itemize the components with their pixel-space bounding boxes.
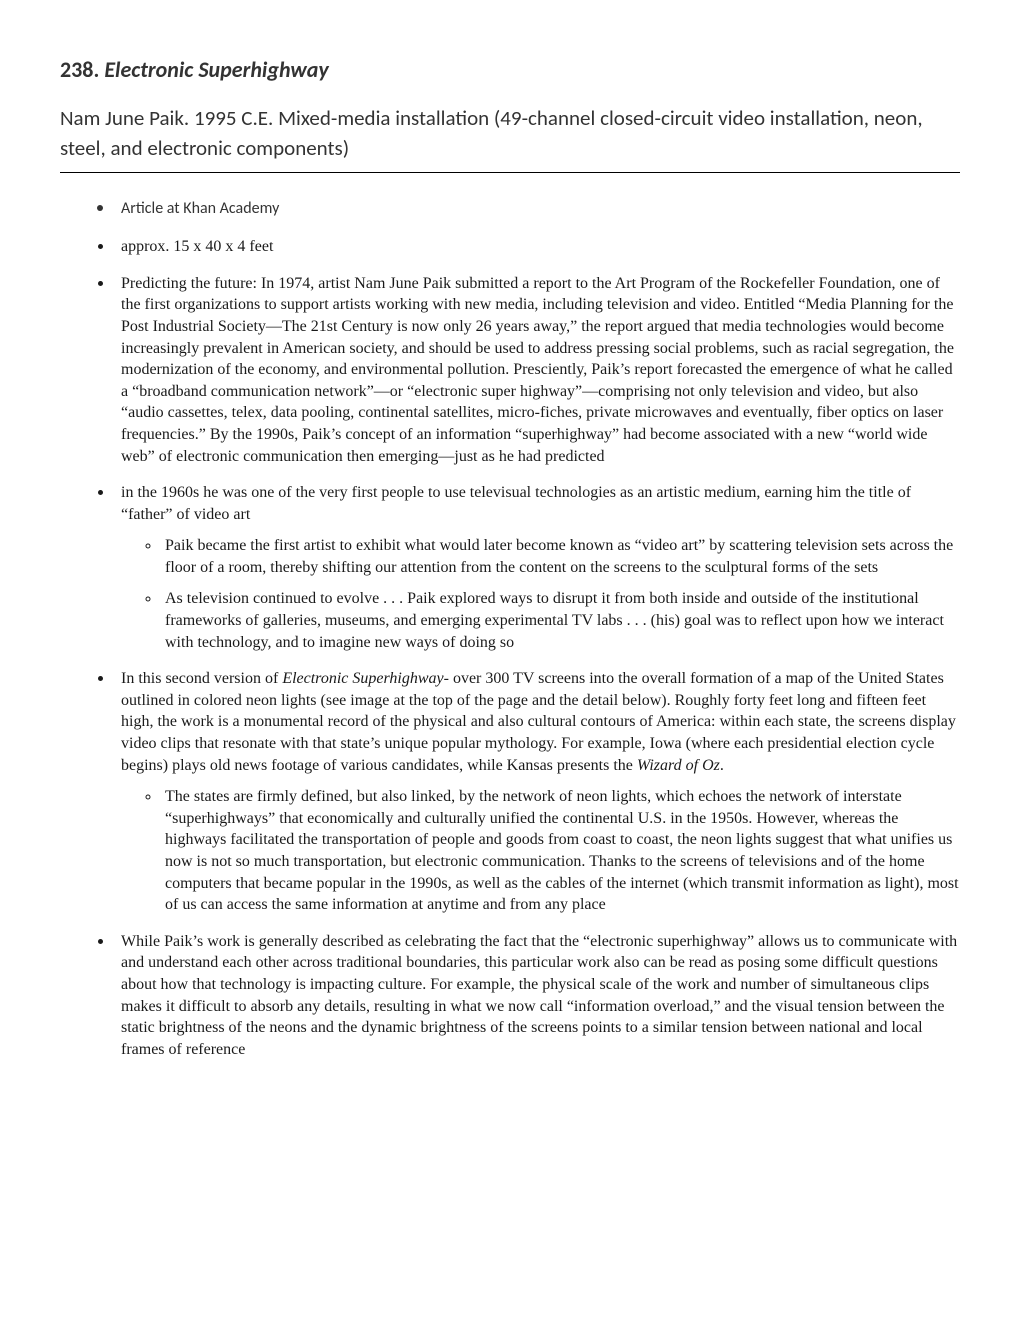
divider	[60, 172, 960, 173]
bullet-list: Article at Khan Academy approx. 15 x 40 …	[60, 195, 960, 1061]
title-number: 238.	[60, 56, 99, 83]
bullet-second-version: In this second version of Electronic Sup…	[115, 665, 960, 916]
bullet-article-link: Article at Khan Academy	[115, 195, 960, 220]
b4-ital2: Wizard of Oz	[637, 757, 720, 774]
bullet-predicting: Predicting the future: In 1974, artist N…	[115, 270, 960, 467]
b4-pre: In this second version of	[121, 670, 282, 687]
bullet-1960s: in the 1960s he was one of the very firs…	[115, 479, 960, 653]
sublist-1960s: Paik became the first artist to exhibit …	[121, 535, 960, 653]
document-title: 238. Electronic Superhighway	[60, 55, 960, 85]
document-subtitle: Nam June Paik. 1995 C.E. Mixed-media ins…	[60, 103, 960, 164]
sublist-states: The states are firmly defined, but also …	[121, 786, 960, 916]
bullet-dimensions: approx. 15 x 40 x 4 feet	[115, 233, 960, 258]
b4-end: .	[720, 757, 724, 774]
bullet-1960s-text: in the 1960s he was one of the very firs…	[121, 484, 911, 523]
sub-states-defined: The states are firmly defined, but also …	[161, 786, 960, 916]
sub-first-artist: Paik became the first artist to exhibit …	[161, 535, 960, 578]
title-work: Electronic Superhighway	[104, 56, 328, 83]
bullet-while-paik: While Paik’s work is generally described…	[115, 928, 960, 1061]
b4-ital: Electronic Superhighway-	[282, 670, 449, 687]
sub-tv-evolve: As television continued to evolve . . . …	[161, 588, 960, 653]
